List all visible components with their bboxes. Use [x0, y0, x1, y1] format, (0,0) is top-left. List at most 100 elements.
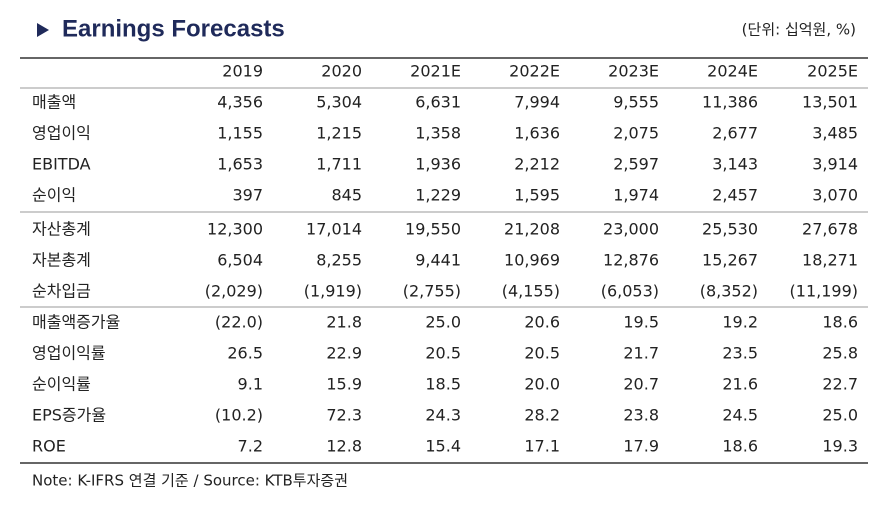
cell: 21.8 [326, 313, 362, 332]
cell: 1,229 [415, 186, 461, 205]
cell: 21.6 [722, 375, 758, 394]
cell: 19.2 [722, 313, 758, 332]
cell: 1,711 [316, 155, 362, 174]
cell: 15,267 [702, 251, 758, 270]
cell: (22.0) [215, 313, 263, 332]
cell: 17,014 [306, 220, 362, 239]
cell: (11,199) [790, 282, 858, 301]
cell: 1,215 [316, 124, 362, 143]
cell: 1,636 [514, 124, 560, 143]
cell: (6,053) [601, 282, 659, 301]
cell: 25.0 [822, 406, 858, 425]
row-label: 영업이익률 [32, 344, 106, 363]
cell: 1,358 [415, 124, 461, 143]
row-label: 순차입금 [32, 282, 91, 301]
cell: (4,155) [502, 282, 560, 301]
column-header: 2020 [321, 62, 362, 81]
cell: 26.5 [227, 344, 263, 363]
cell: (10.2) [215, 406, 263, 425]
column-header: 2022E [509, 62, 560, 81]
cell: 20.7 [623, 375, 659, 394]
row-label: 매출액 [32, 93, 76, 112]
row-label: 순이익 [32, 186, 76, 205]
cell: 3,485 [812, 124, 858, 143]
cell: 22.9 [326, 344, 362, 363]
cell: 1,974 [613, 186, 659, 205]
cell: 1,595 [514, 186, 560, 205]
cell: 25.0 [425, 313, 461, 332]
title-marker [37, 23, 49, 37]
cell: 397 [232, 186, 263, 205]
cell: (1,919) [304, 282, 362, 301]
cell: 72.3 [326, 406, 362, 425]
cell: 17.1 [524, 437, 560, 456]
cell: 13,501 [802, 93, 858, 112]
cell: 3,914 [812, 155, 858, 174]
cell: 24.3 [425, 406, 461, 425]
cell: 15.4 [425, 437, 461, 456]
cell: 20.5 [425, 344, 461, 363]
cell: 17.9 [623, 437, 659, 456]
cell: 8,255 [316, 251, 362, 270]
column-header: 2021E [410, 62, 461, 81]
column-header: 2024E [707, 62, 758, 81]
cell: 19,550 [405, 220, 461, 239]
cell: (2,029) [205, 282, 263, 301]
cell: 2,212 [514, 155, 560, 174]
cell: (2,755) [403, 282, 461, 301]
column-header: 2023E [608, 62, 659, 81]
cell: 6,504 [217, 251, 263, 270]
unit-note: (단위: 십억원, %) [742, 21, 856, 39]
cell: 4,356 [217, 93, 263, 112]
row-label: ROE [32, 437, 66, 456]
column-header: 2019 [222, 62, 263, 81]
row-label: 순이익률 [32, 375, 91, 394]
cell: 18.6 [822, 313, 858, 332]
cell: 845 [331, 186, 362, 205]
cell: 23,000 [603, 220, 659, 239]
cell: 5,304 [316, 93, 362, 112]
cell: 19.5 [623, 313, 659, 332]
cell: 20.0 [524, 375, 560, 394]
cell: 24.5 [722, 406, 758, 425]
cell: 10,969 [504, 251, 560, 270]
cell: 23.8 [623, 406, 659, 425]
cell: 19.3 [822, 437, 858, 456]
row-label: EPS증가율 [32, 406, 106, 425]
cell: 20.6 [524, 313, 560, 332]
cell: 28.2 [524, 406, 560, 425]
cell: 18.5 [425, 375, 461, 394]
cell: 2,075 [613, 124, 659, 143]
title: Earnings Forecasts [62, 15, 285, 42]
cell: 18,271 [802, 251, 858, 270]
row-label: 영업이익 [32, 124, 91, 143]
cell: 12,300 [207, 220, 263, 239]
cell: 25.8 [822, 344, 858, 363]
cell: 1,936 [415, 155, 461, 174]
cell: 27,678 [802, 220, 858, 239]
cell: 15.9 [326, 375, 362, 394]
row-label: 자산총계 [32, 220, 91, 239]
cell: 22.7 [822, 375, 858, 394]
cell: 2,677 [712, 124, 758, 143]
cell: (8,352) [700, 282, 758, 301]
row-label: 자본총계 [32, 251, 91, 270]
cell: 1,155 [217, 124, 263, 143]
cell: 21.7 [623, 344, 659, 363]
cell: 18.6 [722, 437, 758, 456]
cell: 12,876 [603, 251, 659, 270]
cell: 2,597 [613, 155, 659, 174]
cell: 9,441 [415, 251, 461, 270]
row-label: EBITDA [32, 155, 91, 174]
cell: 2,457 [712, 186, 758, 205]
cell: 12.8 [326, 437, 362, 456]
cell: 6,631 [415, 93, 461, 112]
cell: 7.2 [238, 437, 263, 456]
cell: 9.1 [238, 375, 263, 394]
row-label: 매출액증가율 [32, 313, 120, 332]
cell: 25,530 [702, 220, 758, 239]
cell: 1,653 [217, 155, 263, 174]
cell: 11,386 [702, 93, 758, 112]
cell: 7,994 [514, 93, 560, 112]
